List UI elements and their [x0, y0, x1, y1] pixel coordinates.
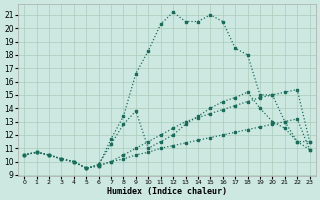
X-axis label: Humidex (Indice chaleur): Humidex (Indice chaleur): [107, 187, 227, 196]
